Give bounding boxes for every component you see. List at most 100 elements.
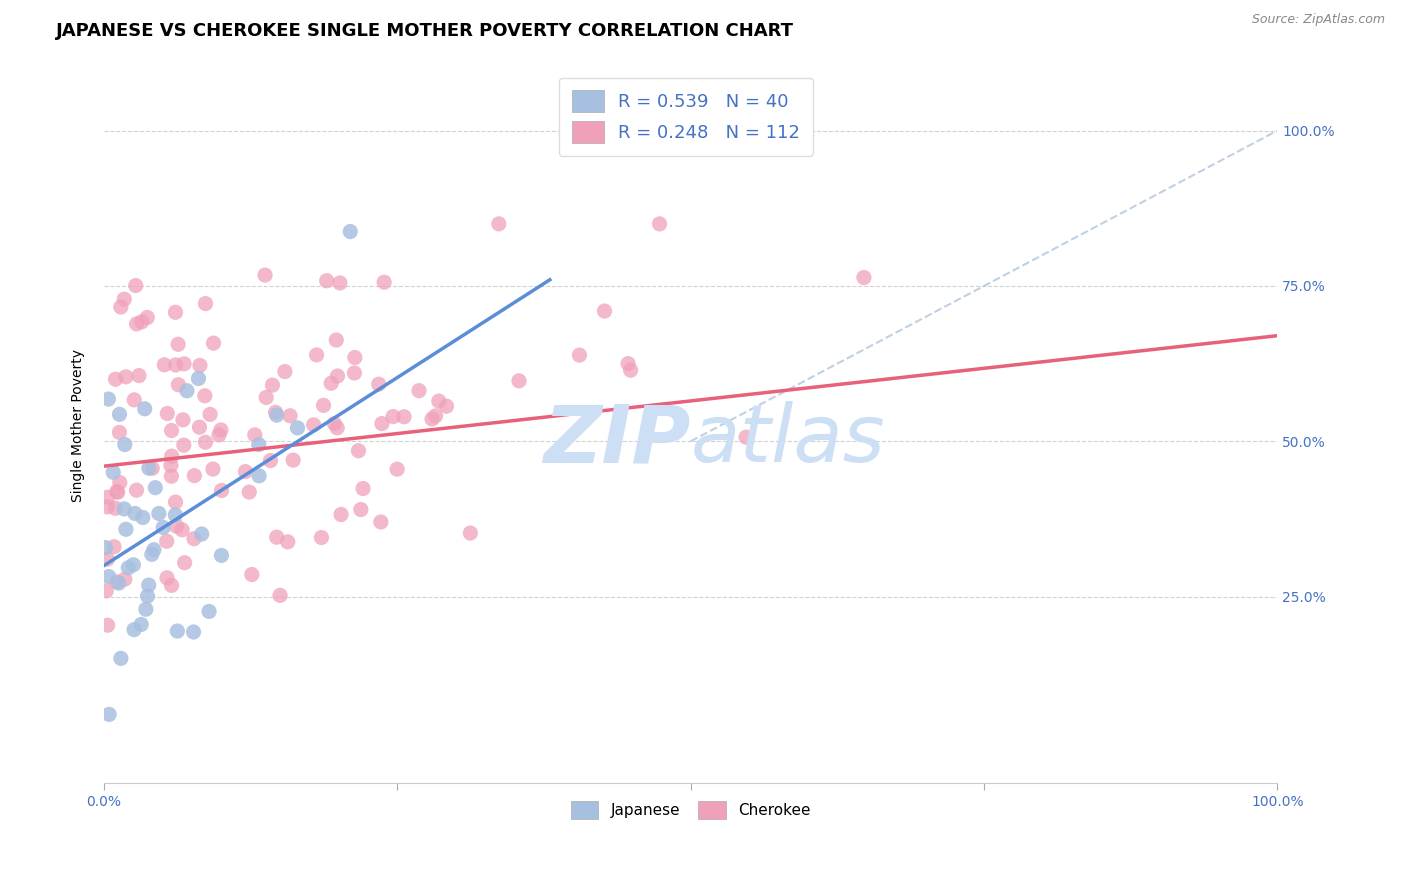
Point (104, 372, 127, 386)
Point (617, 357, 640, 371)
Point (112, 501, 135, 516)
Point (194, 389, 217, 403)
Point (188, 359, 211, 373)
Point (343, 366, 366, 380)
Point (165, 508, 187, 522)
Point (211, 483, 233, 498)
Point (392, 409, 415, 424)
Point (135, 602, 157, 616)
Point (202, 336, 225, 351)
Point (269, 588, 291, 602)
Point (136, 589, 159, 603)
Point (148, 507, 170, 521)
Text: JAPANESE VS CHEROKEE SINGLE MOTHER POVERTY CORRELATION CHART: JAPANESE VS CHEROKEE SINGLE MOTHER POVER… (56, 22, 794, 40)
Point (160, 469, 183, 483)
Point (124, 507, 146, 521)
Text: ZIP: ZIP (543, 401, 690, 479)
Point (648, 217, 671, 231)
Point (247, 437, 270, 451)
Point (160, 458, 183, 473)
Point (160, 424, 183, 438)
Y-axis label: Single Mother Poverty: Single Mother Poverty (72, 350, 86, 502)
Point (302, 417, 325, 432)
Point (187, 371, 209, 385)
Point (96, 583, 118, 598)
Point (350, 502, 373, 516)
Point (117, 560, 139, 574)
Point (152, 520, 174, 534)
Point (315, 274, 337, 288)
Point (209, 549, 232, 563)
Point (339, 225, 361, 239)
Point (167, 377, 190, 392)
Point (141, 461, 163, 475)
Point (190, 527, 212, 541)
Point (262, 378, 284, 392)
Point (129, 617, 152, 632)
Point (97, 490, 120, 504)
Point (370, 515, 392, 529)
Text: atlas: atlas (690, 401, 886, 479)
Point (165, 495, 187, 509)
Point (156, 534, 179, 549)
Text: Source: ZipAtlas.com: Source: ZipAtlas.com (1251, 13, 1385, 27)
Point (160, 578, 183, 592)
Point (110, 651, 132, 665)
Point (235, 465, 257, 479)
Point (138, 461, 160, 475)
Point (125, 483, 148, 498)
Point (122, 623, 145, 637)
Point (620, 363, 643, 377)
Point (172, 523, 194, 537)
Point (108, 408, 131, 422)
Point (173, 556, 195, 570)
Point (420, 412, 443, 426)
Point (382, 409, 405, 424)
Point (325, 333, 347, 347)
Point (107, 576, 129, 591)
Point (105, 574, 128, 589)
Point (264, 405, 287, 419)
Point (326, 369, 349, 384)
Point (735, 430, 758, 444)
Point (352, 482, 374, 496)
Point (321, 376, 343, 391)
Point (108, 475, 131, 490)
Point (183, 532, 205, 546)
Point (165, 305, 187, 319)
Point (254, 391, 277, 405)
Point (194, 435, 217, 450)
Point (94, 541, 117, 555)
Point (122, 558, 145, 572)
Point (373, 275, 395, 289)
Point (198, 604, 221, 618)
Point (115, 522, 138, 536)
Point (425, 409, 447, 423)
Point (436, 399, 458, 413)
Point (243, 428, 266, 442)
Point (208, 427, 231, 442)
Point (326, 421, 349, 435)
Point (156, 407, 179, 421)
Point (259, 453, 281, 467)
Point (176, 384, 198, 398)
Point (165, 358, 187, 372)
Point (427, 394, 450, 409)
Point (125, 278, 148, 293)
Point (142, 542, 165, 557)
Point (122, 392, 145, 407)
Point (198, 408, 221, 422)
Point (508, 374, 530, 388)
Point (103, 465, 125, 479)
Point (201, 462, 224, 476)
Point (371, 417, 394, 431)
Point (160, 449, 183, 463)
Point (283, 453, 305, 467)
Point (277, 534, 299, 549)
Point (238, 485, 260, 500)
Point (134, 401, 156, 416)
Point (125, 317, 148, 331)
Point (138, 578, 160, 592)
Point (97, 392, 120, 406)
Point (183, 625, 205, 640)
